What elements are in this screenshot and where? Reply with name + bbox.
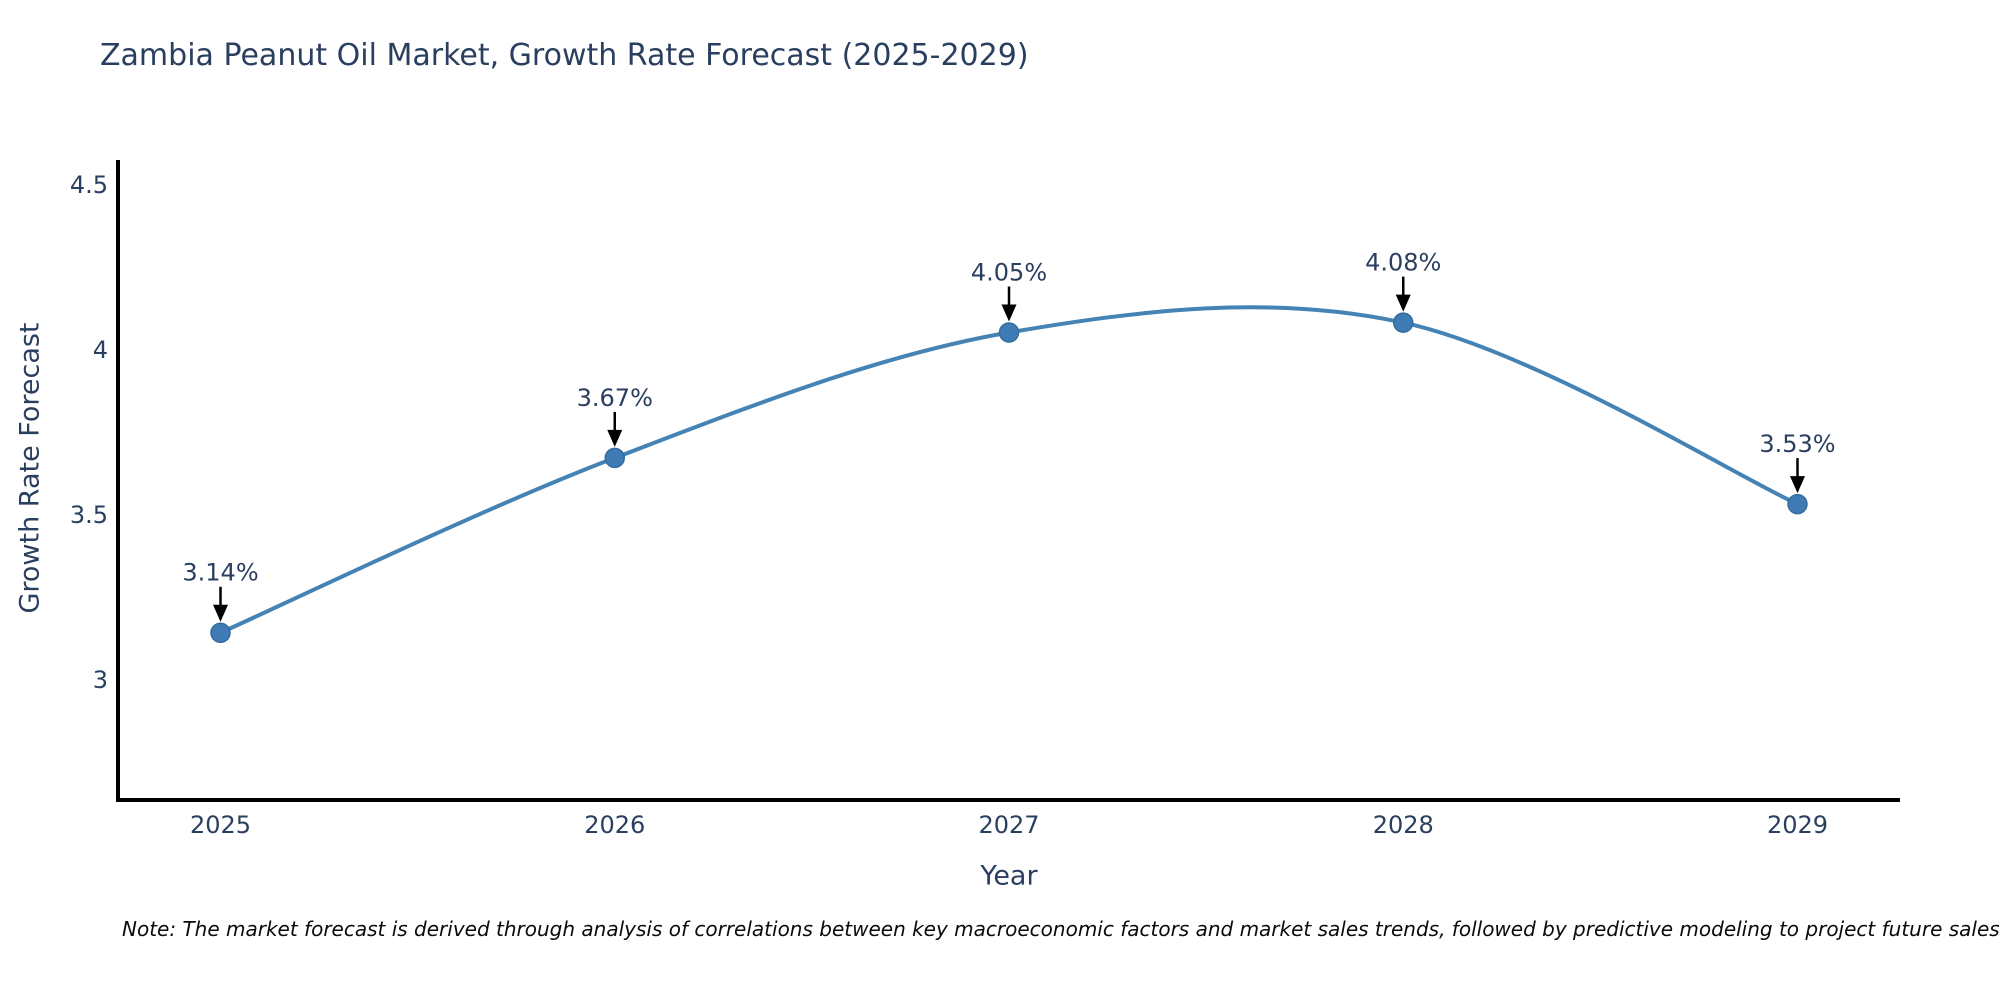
y-tick-label: 4: [93, 336, 108, 364]
x-tick-label: 2028: [1373, 811, 1434, 839]
annotation-arrowhead-2029: [1789, 476, 1805, 494]
annotation-arrowhead-2026: [607, 429, 623, 447]
data-point-2025[interactable]: [210, 622, 231, 643]
x-tick-label: 2029: [1767, 811, 1828, 839]
x-tick-label: 2025: [190, 811, 251, 839]
x-tick-label: 2026: [584, 811, 645, 839]
forecast-line: [218, 305, 1800, 635]
y-tick-label: 3.5: [70, 501, 108, 529]
footnote: Note: The market forecast is derived thr…: [122, 917, 2000, 941]
annotation-label-2026: 3.67%: [577, 384, 653, 412]
x-axis-title: Year: [980, 860, 1038, 892]
y-tick-label: 4.5: [70, 171, 108, 199]
annotation-label-2028: 4.08%: [1365, 249, 1441, 277]
annotation-label-2027: 4.05%: [971, 259, 1047, 287]
y-tick-label: 3: [93, 666, 108, 694]
data-point-2026[interactable]: [604, 447, 626, 469]
data-point-2028[interactable]: [1392, 312, 1414, 333]
x-tick-label: 2027: [978, 811, 1039, 839]
chart-title: Zambia Peanut Oil Market, Growth Rate Fo…: [100, 38, 1029, 73]
annotation-label-2029: 3.53%: [1759, 430, 1835, 458]
data-point-2029[interactable]: [1787, 493, 1808, 515]
data-point-2027[interactable]: [998, 322, 1020, 343]
y-axis-title: Growth Rate Forecast: [14, 322, 46, 614]
annotation-arrowhead-2027: [1001, 304, 1017, 322]
annotation-arrowhead-2025: [213, 604, 229, 622]
annotation-label-2025: 3.14%: [182, 559, 258, 587]
annotation-arrowhead-2028: [1395, 294, 1411, 312]
